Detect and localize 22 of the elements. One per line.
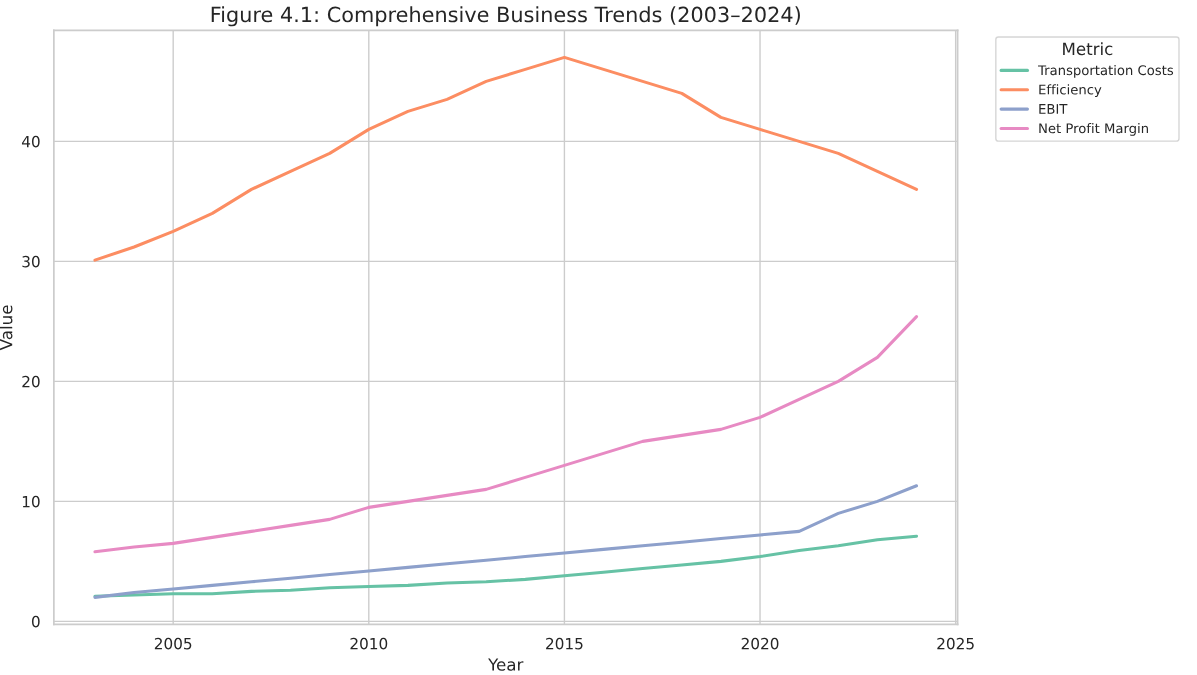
line-series	[93, 484, 919, 599]
y-tick-label: 0	[31, 615, 40, 628]
y-tick-label: 40	[21, 135, 40, 148]
x-tick-label: 2020	[741, 637, 779, 650]
x-tick-label: 2010	[350, 637, 388, 650]
x-tick-label: 2015	[546, 637, 583, 650]
y-tick-label: 20	[22, 375, 40, 388]
chart-title: Figure 4.1: Comprehensive Business Trends (2003–2024)	[211, 6, 800, 27]
x-tick-label: 2005	[154, 637, 192, 650]
x-axis-title: Year	[488, 658, 524, 671]
line-series	[93, 55, 919, 262]
legend-label: EBIT	[1039, 104, 1068, 114]
y-tick-label: 30	[22, 255, 40, 268]
y-axis-title: Value	[0, 305, 13, 351]
legend-label: Transportation Costs	[1038, 64, 1174, 78]
line-series	[93, 315, 919, 554]
x-tick-label: 2025	[937, 637, 974, 650]
legend-label: Net Profit Margin	[1039, 123, 1148, 136]
line-series	[93, 534, 919, 598]
legend-label: Efficiency	[1039, 84, 1102, 98]
y-tick-label: 10	[22, 495, 40, 508]
legend-title: Metric	[1063, 42, 1113, 56]
